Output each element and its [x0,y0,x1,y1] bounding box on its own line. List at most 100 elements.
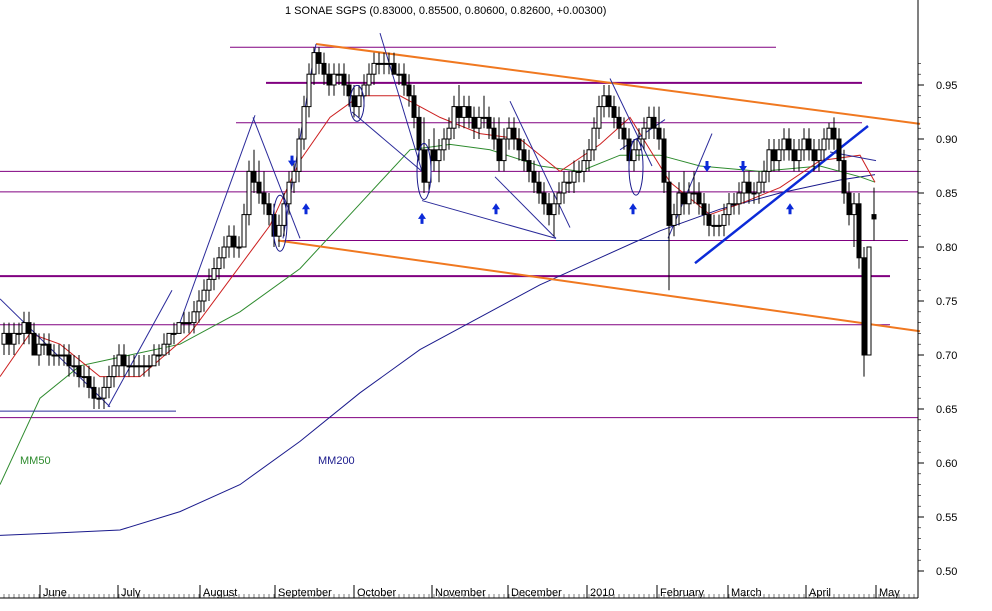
candle-body [651,116,657,129]
candle-body [316,52,322,64]
x-tick-label: February [660,587,705,599]
candle-body [466,106,472,118]
candle-body [31,332,37,356]
candle-body [861,257,867,356]
candle-body [796,149,802,162]
candle-body [436,149,442,162]
candle-body [856,203,862,259]
candle-body [561,181,567,194]
candle-body [851,203,857,216]
candle-body [311,52,317,75]
candle-body [666,181,672,226]
candle-body [871,214,877,220]
candle-body [256,181,262,194]
candle-body [596,106,602,129]
candle-body [41,343,47,346]
candle-body [226,235,232,248]
candle-body [71,365,77,368]
markers [272,84,794,252]
candle-body [636,138,642,151]
y-tick-label: 0.85 [936,188,957,200]
candle-body [631,149,637,162]
candle-body [251,170,257,183]
candle-body [586,149,592,162]
candle-body [166,332,172,345]
candle-body [581,160,587,172]
x-tick-label: August [203,587,237,599]
candle-body [746,181,752,194]
candle-body [676,192,682,216]
candle-body [1,332,7,345]
x-tick-label: November [435,587,486,599]
candle-body [661,138,667,183]
blue-trend-line [379,33,423,172]
candle-body [6,332,12,345]
candle-body [756,181,762,194]
blue-trend-line [351,111,423,172]
candle-body [826,127,832,140]
candle-body [241,214,247,248]
y-tick-label: 0.80 [936,242,957,254]
candle-body [61,354,67,357]
candle-body [391,62,397,75]
candle-body [131,365,137,368]
candle-body [611,106,617,118]
orange-channel-line [315,42,921,125]
candle-body [236,246,242,249]
candle-body [91,386,97,399]
candle-body [506,127,512,140]
candle-body [616,116,622,129]
y-tick-label: 0.70 [936,350,957,362]
candle-body [181,322,187,325]
y-tick-label: 0.75 [936,296,957,308]
candle-body [336,73,342,76]
candle-body [441,138,447,151]
x-tick-label: October [357,587,396,599]
candle-body [286,181,292,205]
candle-body [126,365,132,368]
candle-body [841,160,847,194]
pattern-ellipse [416,142,432,200]
candle-body [721,214,727,226]
candle-body [171,332,177,335]
candle-body [351,95,357,108]
candle-body [291,170,297,183]
down-arrow-icon [288,155,296,167]
y-tick-label: 0.60 [936,458,957,470]
candle-body [621,127,627,140]
candle-body [601,95,607,108]
candle-body [376,62,382,65]
candle-body [536,181,542,194]
candle-body [501,138,507,162]
up-arrow-icon [786,203,794,215]
candle-body [706,214,712,226]
candle-body [221,246,227,259]
chart-title: 1 SONAE SGPS (0.83000, 0.85500, 0.80600,… [285,5,606,17]
candle-body [371,62,377,75]
candle-body [246,170,252,216]
candle-body [301,106,307,140]
candle-body [531,170,537,183]
candle-body [786,138,792,151]
candle-body [146,365,152,368]
candle-body [686,192,692,205]
blue-trend-line [509,100,571,228]
candle-body [521,149,527,162]
candle-body [451,106,457,129]
candle-body [571,170,577,183]
candle-body [806,138,812,151]
candle-body [346,84,352,97]
candle-body [541,192,547,205]
candle-body [111,365,117,378]
candle-body [331,73,337,86]
candle-body [821,138,827,151]
candle-body [566,181,572,184]
candle-body [416,116,422,151]
candle-body [101,386,107,399]
mm200-line [0,174,876,536]
candle-body [716,224,722,227]
candle-body [696,192,702,205]
candle-body [356,95,362,108]
candle-body [81,376,87,379]
candle-body [446,127,452,140]
